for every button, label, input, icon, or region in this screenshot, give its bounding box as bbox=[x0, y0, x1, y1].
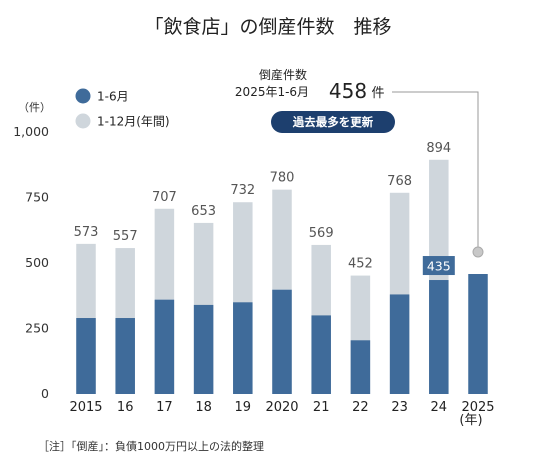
x-axis: 2015 16 17 18 19 2020 21 22 23 24 2025 bbox=[69, 400, 494, 415]
bar-annual-label: 768 bbox=[387, 174, 412, 189]
bar-first-half bbox=[350, 340, 371, 394]
callout-badge-text: 過去最多を更新 bbox=[292, 115, 374, 129]
y-axis: 0 250 500 750 1,000 bbox=[13, 124, 49, 401]
callout-marker bbox=[472, 246, 484, 258]
x-tick-label: 18 bbox=[195, 400, 212, 415]
callout-period: 2025年1-6月 bbox=[235, 85, 309, 99]
bar-first-half bbox=[311, 315, 331, 394]
x-tick-label: 19 bbox=[235, 400, 252, 415]
legend: 1-6月 1-12月(年間) bbox=[75, 88, 170, 129]
bar-first-half bbox=[193, 304, 214, 394]
callout-badge bbox=[271, 111, 395, 133]
y-tick-label: 0 bbox=[41, 386, 49, 401]
legend-swatch bbox=[75, 113, 91, 129]
x-tick-label: 2020 bbox=[265, 400, 298, 415]
y-tick-label: 750 bbox=[25, 190, 49, 205]
y-tick-label: 250 bbox=[25, 321, 49, 336]
x-tick-label: 21 bbox=[313, 400, 330, 415]
x-tick-label: 22 bbox=[352, 400, 369, 415]
x-tick-label: 17 bbox=[156, 400, 173, 415]
bar-annual-label: 452 bbox=[348, 257, 373, 272]
bar-annual-label: 707 bbox=[152, 190, 177, 205]
bar-annual-label: 569 bbox=[309, 226, 334, 241]
callout: 倒産件数 2025年1-6月 458 件 過去最多を更新 bbox=[235, 67, 484, 258]
bar-first-half bbox=[76, 318, 96, 394]
callout-unit: 件 bbox=[371, 86, 384, 101]
y-tick-label: 1,000 bbox=[13, 124, 49, 139]
bar-first-half bbox=[468, 274, 488, 394]
bar-annual-label: 557 bbox=[113, 229, 138, 244]
chart-title: 「飲食店」の倒産件数 推移 bbox=[144, 16, 391, 38]
x-tick-label: 24 bbox=[431, 400, 448, 415]
bar-first-half bbox=[233, 302, 253, 394]
legend-swatch bbox=[75, 88, 91, 104]
x-tick-label: 2015 bbox=[69, 400, 102, 415]
bar-first-half bbox=[389, 294, 410, 394]
x-tick-label: 23 bbox=[391, 400, 408, 415]
footnote: ［注］「倒産」：負債1000万円以上の法的整理 bbox=[38, 440, 264, 453]
bar-first-half bbox=[115, 318, 135, 394]
bar-annual-label: 732 bbox=[230, 183, 255, 198]
bar-first-half bbox=[272, 289, 292, 394]
x-axis-unit: (年) bbox=[459, 413, 482, 428]
bar-first-half bbox=[154, 299, 175, 394]
bars: 573 557 707 653 732 780 569 452 768 894 435 bbox=[74, 141, 488, 394]
y-axis-unit: （件） bbox=[18, 101, 51, 114]
legend-label: 1-6月 bbox=[97, 90, 129, 104]
legend-label: 1-12月(年間) bbox=[97, 115, 170, 129]
bar-annual-label: 573 bbox=[74, 225, 99, 240]
callout-label: 倒産件数 bbox=[259, 67, 307, 82]
callout-leader-line bbox=[392, 91, 479, 248]
highlight-label: 435 bbox=[427, 259, 451, 274]
highlight-label-box bbox=[422, 256, 455, 276]
callout-value: 458 bbox=[329, 79, 367, 103]
x-tick-label: 2025 bbox=[461, 400, 494, 415]
bar-annual-label: 653 bbox=[191, 204, 216, 219]
y-tick-label: 500 bbox=[25, 255, 49, 270]
bar-annual-label: 780 bbox=[270, 171, 295, 186]
bar-first-half bbox=[429, 280, 449, 394]
bar-annual-label: 894 bbox=[426, 141, 451, 156]
x-tick-label: 16 bbox=[117, 400, 134, 415]
